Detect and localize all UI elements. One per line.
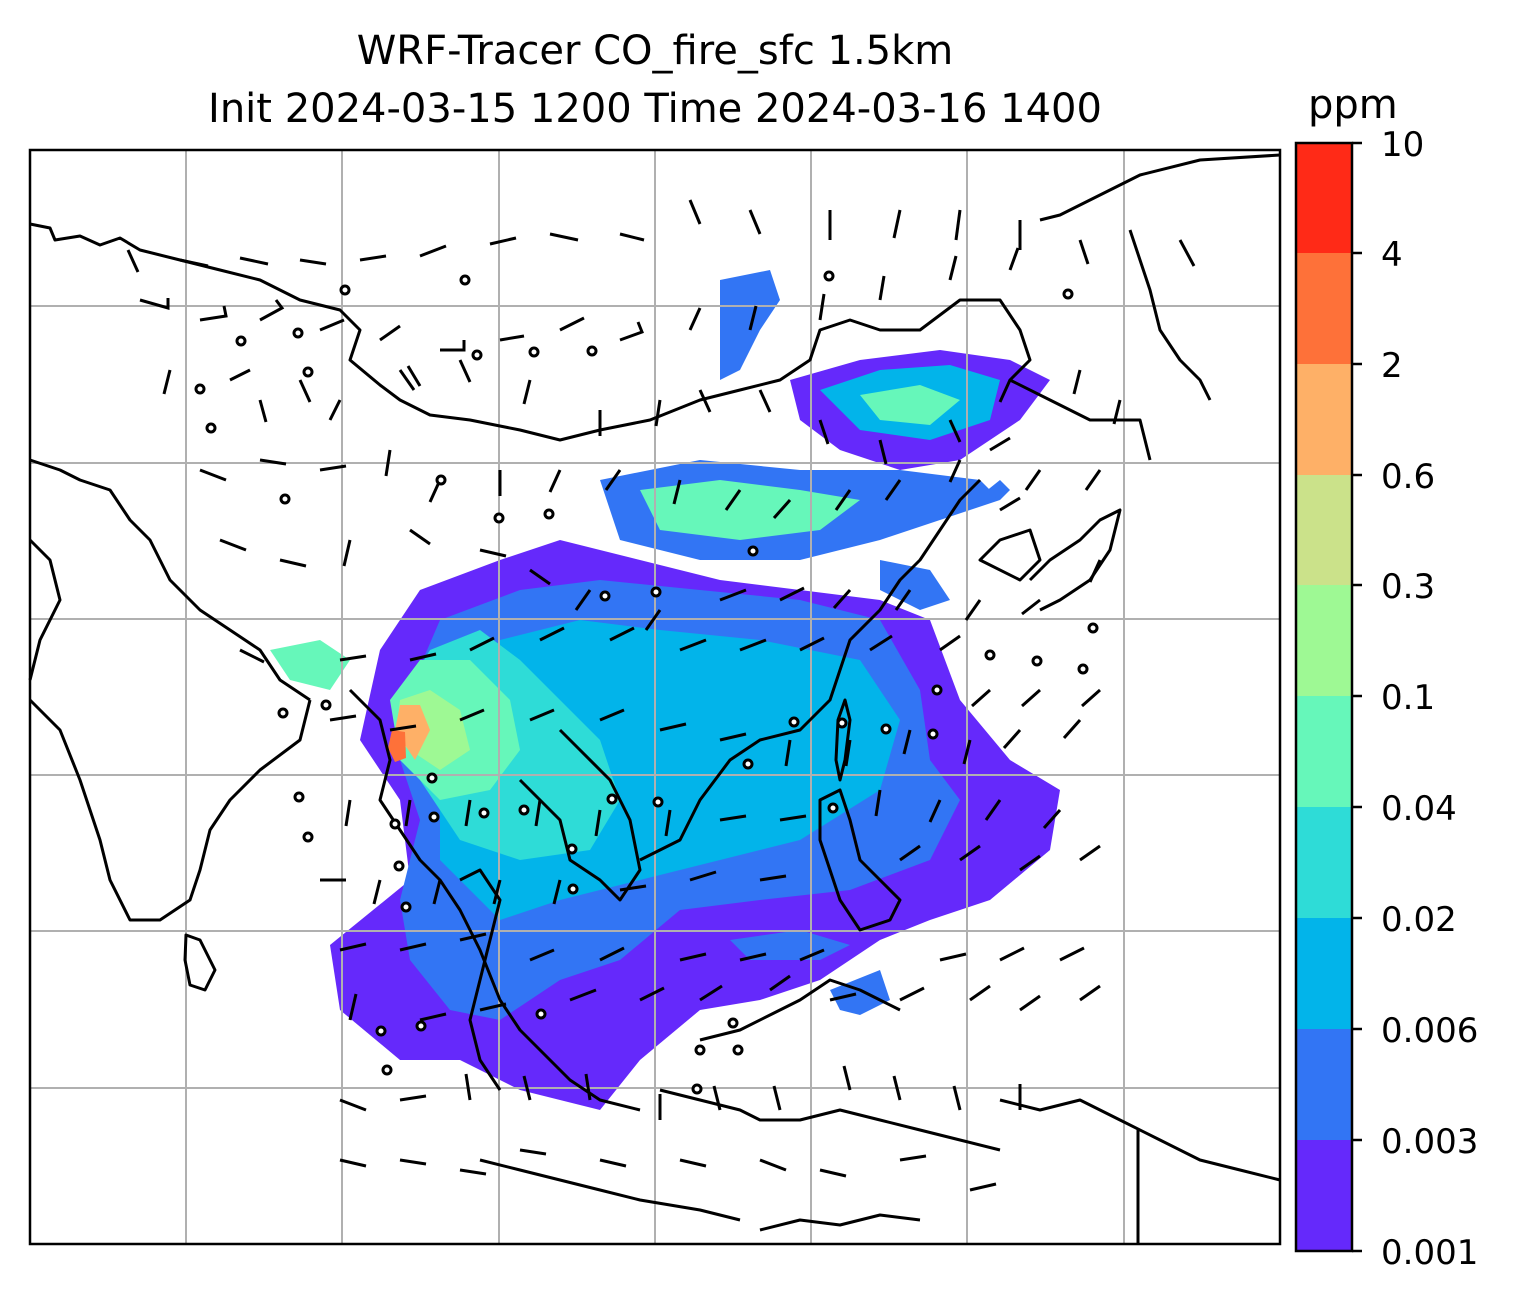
colorbar-segment-3 [1296, 918, 1352, 1029]
colorbar-segment-4 [1296, 807, 1352, 918]
co-fire-plume-field [270, 270, 1060, 1110]
colorbar [1294, 141, 1362, 1253]
colorbar-segment-7 [1296, 475, 1352, 585]
colorbar-unit-label: ppm [1308, 82, 1398, 128]
colorbar-segment-1 [1296, 1140, 1352, 1251]
colorbar-segment-2 [1296, 1029, 1352, 1140]
colorbar-tick-label: 4 [1381, 235, 1403, 275]
colorbar-tick-label: 0.6 [1381, 457, 1436, 497]
colorbar-segment-9 [1296, 253, 1352, 364]
colorbar-tick-label: 0.001 [1381, 1233, 1479, 1273]
colorbar-tick-label: 0.3 [1381, 567, 1436, 607]
map-gridlines [30, 150, 1280, 1244]
colorbar-segment-10 [1296, 143, 1352, 253]
colorbar-tick-label: 0.003 [1381, 1122, 1479, 1162]
colorbar-tick-label: 2 [1381, 346, 1403, 386]
colorbar-segment-6 [1296, 585, 1352, 696]
map-title-line1: WRF-Tracer CO_fire_sfc 1.5km [356, 28, 954, 74]
colorbar-ticks [1352, 141, 1362, 1253]
wind-barbs [126, 199, 1196, 1192]
coastlines-and-borders [28, 153, 1281, 1244]
colorbar-tick-label: 0.02 [1381, 900, 1457, 940]
map-frame [28, 148, 1282, 1246]
colorbar-segment-5 [1296, 696, 1352, 807]
colorbar-segment-8 [1296, 364, 1352, 475]
colorbar-tick-label: 10 [1381, 125, 1425, 165]
colorbar-tick-label: 0.04 [1381, 789, 1457, 829]
colorbar-tick-label: 0.006 [1381, 1011, 1479, 1051]
colorbar-tick-label: 0.1 [1381, 678, 1436, 718]
calm-wind-markers [194, 270, 1099, 1095]
map-title-line2: Init 2024-03-15 1200 Time 2024-03-16 140… [208, 86, 1102, 132]
